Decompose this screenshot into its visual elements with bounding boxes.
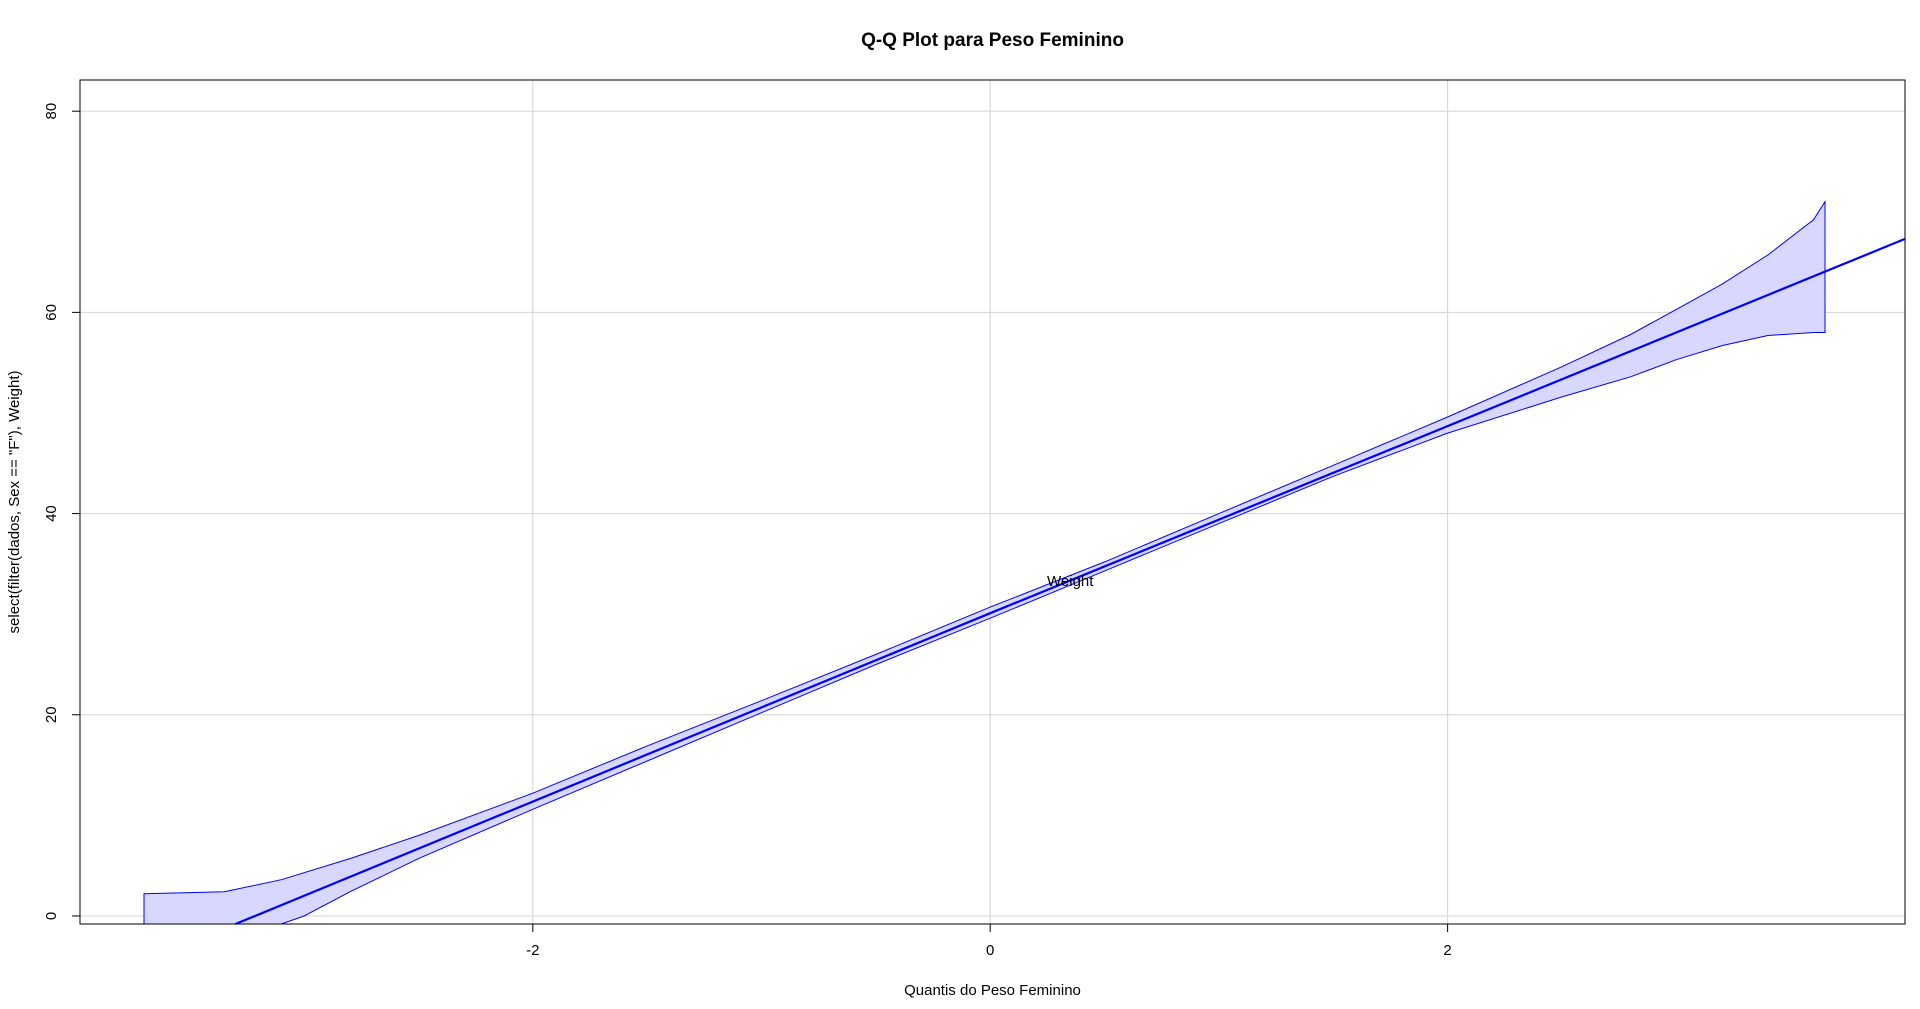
y-tick-label: 40	[43, 505, 60, 522]
y-tick-label: 0	[43, 912, 60, 920]
plot-frame	[79, 79, 1906, 925]
y-axis-label: select(filter(dados, Sex == "F"), Weight…	[6, 371, 23, 634]
y-tick-label: 60	[43, 304, 60, 321]
qq-reference-line	[235, 237, 1906, 926]
grid-lines	[80, 80, 1905, 924]
y-tick-label: 20	[43, 706, 60, 723]
y-tick-label: 80	[43, 103, 60, 120]
x-axis-label: Quantis do Peso Feminino	[904, 982, 1081, 999]
confidence-band	[143, 199, 1826, 925]
x-tick-label: 0	[986, 942, 994, 959]
x-tick-label: 2	[1443, 942, 1451, 959]
weight-annotation: Weight	[1047, 573, 1094, 590]
x-tick-label: -2	[526, 942, 539, 959]
chart-title: Q-Q Plot para Peso Feminino	[861, 30, 1124, 51]
